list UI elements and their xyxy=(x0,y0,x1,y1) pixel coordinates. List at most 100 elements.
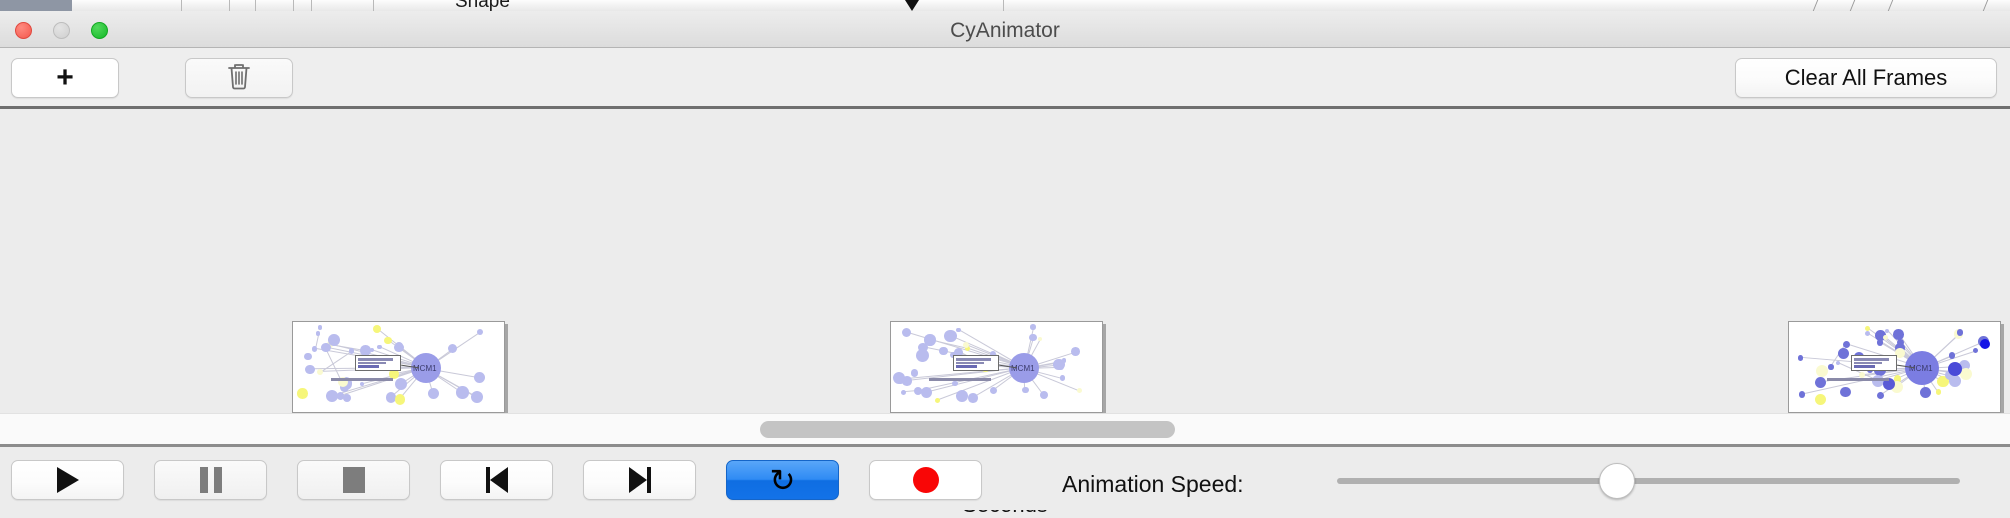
network-node xyxy=(1071,347,1080,357)
loop-icon: ↻ xyxy=(769,462,796,498)
plus-icon: + xyxy=(56,61,74,94)
animation-speed-label: Animation Speed: xyxy=(1062,471,1244,497)
bg-chip xyxy=(294,0,312,11)
network-node xyxy=(1815,394,1827,406)
network-node xyxy=(369,348,374,353)
background-window-strip: Shape xyxy=(0,0,2010,11)
toolbar-separator xyxy=(0,106,2010,109)
network-node xyxy=(456,386,469,399)
network-node xyxy=(394,394,406,405)
network-node xyxy=(896,375,905,384)
network-node xyxy=(921,387,933,398)
network-node xyxy=(902,327,912,338)
network-hub-label: MCM1 xyxy=(1909,364,1933,373)
toolbar: + Clear All Frames xyxy=(0,48,2010,108)
network-node xyxy=(939,346,948,356)
timeline-frame-thumbnail[interactable]: MCM1 xyxy=(890,321,1103,413)
window-title: CyAnimator xyxy=(950,19,1060,42)
network-node xyxy=(377,345,382,350)
timeline-track[interactable] xyxy=(0,109,2010,307)
bg-caret-icon xyxy=(905,0,919,11)
delete-frame-button[interactable] xyxy=(185,58,293,98)
pause-button[interactable] xyxy=(154,460,267,500)
timeline-scrollbar[interactable] xyxy=(0,413,2010,446)
title-bar[interactable]: CyAnimator xyxy=(0,11,2010,48)
network-node xyxy=(304,353,312,361)
animation-speed-slider-thumb[interactable] xyxy=(1599,463,1636,499)
network-node xyxy=(383,336,392,345)
network-node xyxy=(950,351,957,358)
add-frame-button[interactable]: + xyxy=(11,58,119,98)
minimize-button[interactable] xyxy=(53,22,70,39)
network-node xyxy=(1948,375,1961,388)
network-node xyxy=(1053,358,1065,371)
timeline-panel[interactable]: MCM1 MCM1 MCM1 12131415161718 Seconds xyxy=(0,109,2010,517)
network-node xyxy=(360,345,371,356)
network-node xyxy=(389,369,399,380)
network-thumbnail-canvas: MCM1 xyxy=(293,322,504,412)
network-node xyxy=(316,368,323,375)
network-node xyxy=(427,387,440,400)
network-node xyxy=(913,387,922,396)
network-node xyxy=(1882,335,1888,341)
network-node xyxy=(918,342,928,352)
play-button[interactable] xyxy=(11,460,124,500)
network-node xyxy=(474,371,486,383)
network-node xyxy=(956,327,961,333)
timeline-frame-thumbnail[interactable]: MCM1 xyxy=(1788,321,2001,413)
network-node xyxy=(1837,348,1849,360)
background-window-label: Shape xyxy=(455,0,510,11)
animation-speed-slider[interactable] xyxy=(1337,478,1960,484)
network-node xyxy=(311,345,318,352)
network-node xyxy=(963,342,970,349)
network-node xyxy=(924,334,936,346)
timeline-scrollbar-thumb[interactable] xyxy=(760,421,1175,438)
network-node xyxy=(317,324,323,330)
network-node xyxy=(1876,339,1884,347)
record-button[interactable] xyxy=(869,460,982,500)
maximize-button[interactable] xyxy=(91,22,108,39)
network-node xyxy=(1935,388,1942,395)
network-node xyxy=(1893,329,1904,340)
clear-all-frames-button[interactable]: Clear All Frames xyxy=(1735,58,1997,98)
network-node xyxy=(1060,375,1066,381)
network-node xyxy=(968,392,978,403)
network-node xyxy=(1842,340,1850,348)
network-node xyxy=(296,388,308,399)
close-button[interactable] xyxy=(15,22,32,39)
bg-chip xyxy=(72,0,182,11)
network-node xyxy=(1865,331,1871,337)
network-node xyxy=(325,390,338,403)
network-node xyxy=(900,389,906,395)
pause-icon xyxy=(199,467,222,493)
network-hub-node xyxy=(1905,351,1939,385)
network-node xyxy=(1039,390,1048,399)
network-node xyxy=(385,392,397,403)
stop-button[interactable] xyxy=(297,460,410,500)
network-node xyxy=(395,378,408,391)
network-node xyxy=(1885,328,1890,333)
network-caption xyxy=(929,378,991,381)
network-node xyxy=(1895,348,1905,358)
network-node xyxy=(1972,347,1979,354)
network-node xyxy=(1859,372,1866,379)
skip-start-icon xyxy=(485,467,508,493)
record-icon xyxy=(912,467,939,493)
skip-start-button[interactable] xyxy=(440,460,553,500)
network-node xyxy=(1893,374,1902,383)
network-node xyxy=(315,330,321,336)
timeline-frame-thumbnail[interactable]: MCM1 xyxy=(292,321,505,413)
network-node xyxy=(372,324,381,333)
play-icon xyxy=(56,467,79,493)
network-node xyxy=(1883,378,1895,390)
network-node xyxy=(336,392,345,400)
skip-end-button[interactable] xyxy=(583,460,696,500)
network-node xyxy=(1897,338,1905,346)
network-node xyxy=(394,342,403,351)
network-thumbnail-canvas: MCM1 xyxy=(1789,322,2000,412)
network-node xyxy=(1959,367,1973,381)
loop-button[interactable]: ↻ xyxy=(726,460,839,500)
network-node xyxy=(1029,333,1037,342)
network-node xyxy=(305,364,315,374)
network-node xyxy=(953,347,964,357)
